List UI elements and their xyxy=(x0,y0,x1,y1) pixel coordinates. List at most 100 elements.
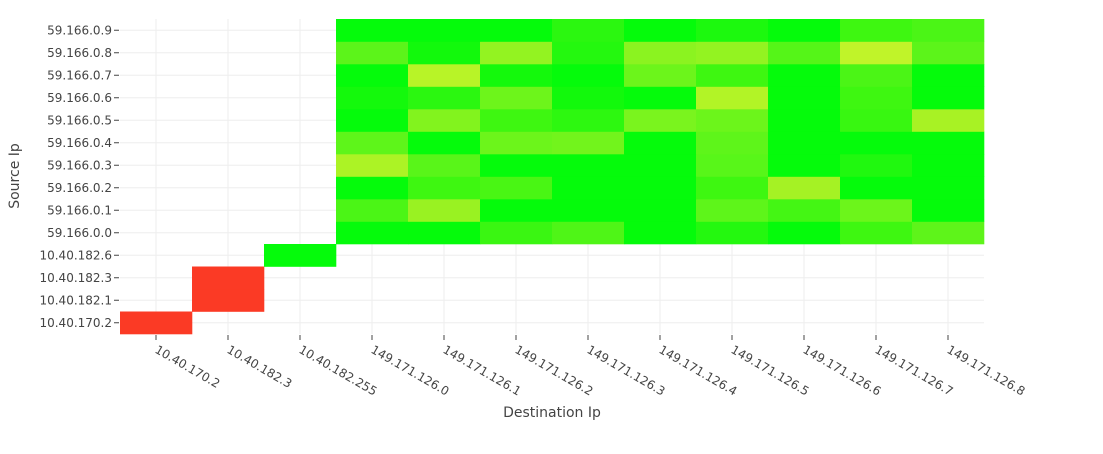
heatmap-cell[interactable] xyxy=(480,154,553,177)
heatmap-cell[interactable] xyxy=(624,199,697,222)
heatmap-cell[interactable] xyxy=(912,131,985,155)
heatmap-cell[interactable] xyxy=(192,266,265,290)
heatmap-cell[interactable] xyxy=(840,154,913,177)
heatmap-cell[interactable] xyxy=(696,176,769,200)
heatmap-cell[interactable] xyxy=(912,19,985,42)
heatmap-cell[interactable] xyxy=(336,86,409,110)
heatmap-cell[interactable] xyxy=(408,86,481,110)
heatmap-cell[interactable] xyxy=(552,41,625,65)
heatmap-cell[interactable] xyxy=(768,19,841,42)
heatmap-cell[interactable] xyxy=(120,311,193,335)
heatmap-cell[interactable] xyxy=(552,176,625,200)
heatmap-cell[interactable] xyxy=(912,221,985,245)
heatmap-cell[interactable] xyxy=(624,131,697,155)
heatmap-cell[interactable] xyxy=(768,176,841,200)
y-tick-label: 59.166.0.9 xyxy=(47,23,112,37)
heatmap-cell[interactable] xyxy=(768,64,841,87)
heatmap-cell[interactable] xyxy=(912,199,985,222)
heatmap-cell[interactable] xyxy=(336,154,409,177)
heatmap-cell[interactable] xyxy=(480,86,553,110)
heatmap-cell[interactable] xyxy=(840,199,913,222)
heatmap-cell[interactable] xyxy=(840,176,913,200)
heatmap-cell[interactable] xyxy=(624,154,697,177)
heatmap-cell[interactable] xyxy=(336,41,409,65)
x-tick-label: 149.171.126.8 xyxy=(945,342,1028,398)
heatmap-cell[interactable] xyxy=(192,289,265,312)
heatmap-cell[interactable] xyxy=(696,221,769,245)
heatmap-cell[interactable] xyxy=(624,109,697,132)
heatmap-cell[interactable] xyxy=(552,131,625,155)
heatmap-cell[interactable] xyxy=(768,109,841,132)
heatmap-cell[interactable] xyxy=(480,176,553,200)
heatmap-cell[interactable] xyxy=(840,64,913,87)
heatmap-cell[interactable] xyxy=(408,131,481,155)
heatmap-cell[interactable] xyxy=(552,64,625,87)
heatmap-cell[interactable] xyxy=(696,109,769,132)
heatmap-cell[interactable] xyxy=(552,19,625,42)
heatmap-cell[interactable] xyxy=(768,154,841,177)
heatmap-cell[interactable] xyxy=(696,131,769,155)
heatmap-cell[interactable] xyxy=(768,86,841,110)
heatmap-cell[interactable] xyxy=(336,176,409,200)
heatmap-cell[interactable] xyxy=(696,86,769,110)
heatmap-cell[interactable] xyxy=(696,154,769,177)
heatmap-cell[interactable] xyxy=(768,41,841,65)
heatmap-cell[interactable] xyxy=(552,199,625,222)
heatmap-cell[interactable] xyxy=(480,41,553,65)
heatmap-cell[interactable] xyxy=(336,221,409,245)
heatmap-cell[interactable] xyxy=(768,131,841,155)
heatmap-cell[interactable] xyxy=(480,221,553,245)
heatmap-cell[interactable] xyxy=(840,221,913,245)
heatmap-cell[interactable] xyxy=(912,41,985,65)
heatmap-cell[interactable] xyxy=(696,19,769,42)
heatmap-cell[interactable] xyxy=(480,131,553,155)
heatmap-cell[interactable] xyxy=(624,64,697,87)
heatmap-cell[interactable] xyxy=(408,199,481,222)
x-tick-label: 149.171.126.6 xyxy=(801,342,884,398)
heatmap-cell[interactable] xyxy=(480,199,553,222)
heatmap-cell[interactable] xyxy=(696,199,769,222)
heatmap-cell[interactable] xyxy=(336,109,409,132)
heatmap-cell[interactable] xyxy=(912,64,985,87)
heatmap-cell[interactable] xyxy=(624,176,697,200)
heatmap-cell[interactable] xyxy=(552,86,625,110)
heatmap-cell[interactable] xyxy=(336,131,409,155)
heatmap-cell[interactable] xyxy=(336,64,409,87)
heatmap-cell[interactable] xyxy=(624,221,697,245)
heatmap-cell[interactable] xyxy=(552,154,625,177)
heatmap-cell[interactable] xyxy=(912,154,985,177)
heatmap-cell[interactable] xyxy=(408,109,481,132)
heatmap-cell[interactable] xyxy=(624,19,697,42)
heatmap-cell[interactable] xyxy=(480,19,553,42)
heatmap-cell[interactable] xyxy=(408,19,481,42)
heatmap-cell[interactable] xyxy=(552,221,625,245)
heatmap-cell[interactable] xyxy=(264,244,337,267)
heatmap-cell[interactable] xyxy=(408,221,481,245)
heatmap-cell[interactable] xyxy=(912,86,985,110)
heatmap-cell[interactable] xyxy=(840,131,913,155)
heatmap-cell[interactable] xyxy=(768,221,841,245)
heatmap-cell[interactable] xyxy=(840,86,913,110)
heatmap-cell[interactable] xyxy=(408,176,481,200)
heatmap-cell[interactable] xyxy=(408,41,481,65)
heatmap-cell[interactable] xyxy=(840,41,913,65)
heatmap-cell[interactable] xyxy=(480,109,553,132)
heatmap-cell[interactable] xyxy=(912,109,985,132)
heatmap-cell[interactable] xyxy=(624,41,697,65)
heatmap-cell[interactable] xyxy=(840,109,913,132)
y-tick-label: 59.166.0.8 xyxy=(47,46,112,60)
heatmap-cell[interactable] xyxy=(768,199,841,222)
x-tick-label: 10.40.182.3 xyxy=(225,342,295,390)
heatmap-cell[interactable] xyxy=(408,64,481,87)
heatmap-cell[interactable] xyxy=(336,199,409,222)
heatmap-cell[interactable] xyxy=(408,154,481,177)
heatmap-cell[interactable] xyxy=(696,41,769,65)
heatmap-cell[interactable] xyxy=(624,86,697,110)
heatmap-cell[interactable] xyxy=(840,19,913,42)
heatmap-cell[interactable] xyxy=(336,19,409,42)
heatmap-cell[interactable] xyxy=(912,176,985,200)
heatmap-cell[interactable] xyxy=(696,64,769,87)
x-axis-title: Destination Ip xyxy=(503,405,601,421)
heatmap-cell[interactable] xyxy=(552,109,625,132)
heatmap-cell[interactable] xyxy=(480,64,553,87)
